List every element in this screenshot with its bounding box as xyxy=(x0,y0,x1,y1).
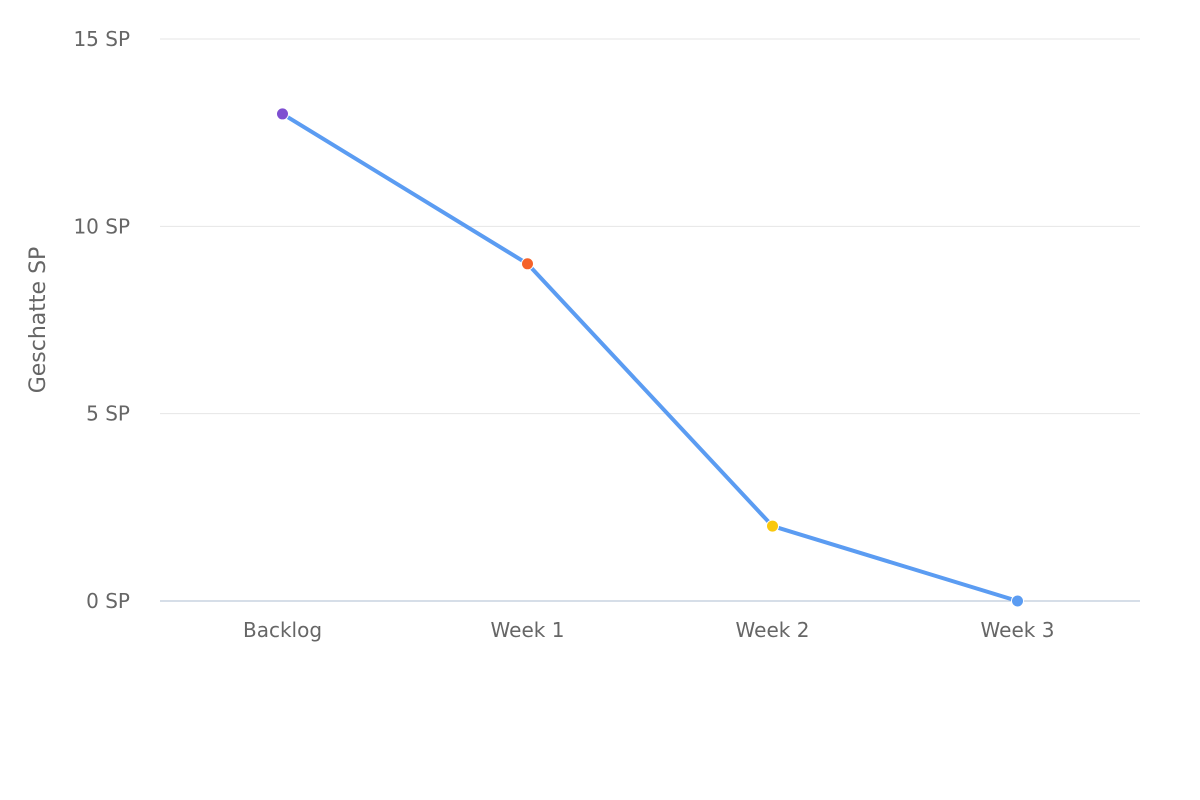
data-point[interactable] xyxy=(1011,594,1024,608)
data-point[interactable] xyxy=(276,107,289,121)
data-point[interactable] xyxy=(521,257,534,271)
x-tick-label: Backlog xyxy=(243,618,322,642)
y-axis-ticks: 0 SP 5 SP 10 SP 15 SP xyxy=(73,27,130,613)
y-axis-title: Geschatte SP xyxy=(26,247,51,394)
x-tick-label: Week 1 xyxy=(491,618,565,642)
data-point[interactable] xyxy=(766,519,779,533)
x-tick-label: Week 2 xyxy=(736,618,810,642)
series-layer xyxy=(276,107,1024,608)
y-tick-label: 15 SP xyxy=(73,27,130,51)
grid-layer xyxy=(160,38,1140,602)
series-line xyxy=(280,111,1020,603)
y-tick-label: 5 SP xyxy=(86,402,130,426)
y-tick-label: 0 SP xyxy=(86,589,130,613)
x-tick-label: Week 3 xyxy=(981,618,1055,642)
y-tick-label: 10 SP xyxy=(73,214,130,238)
x-axis-ticks: Backlog Week 1 Week 2 Week 3 xyxy=(243,618,1054,642)
